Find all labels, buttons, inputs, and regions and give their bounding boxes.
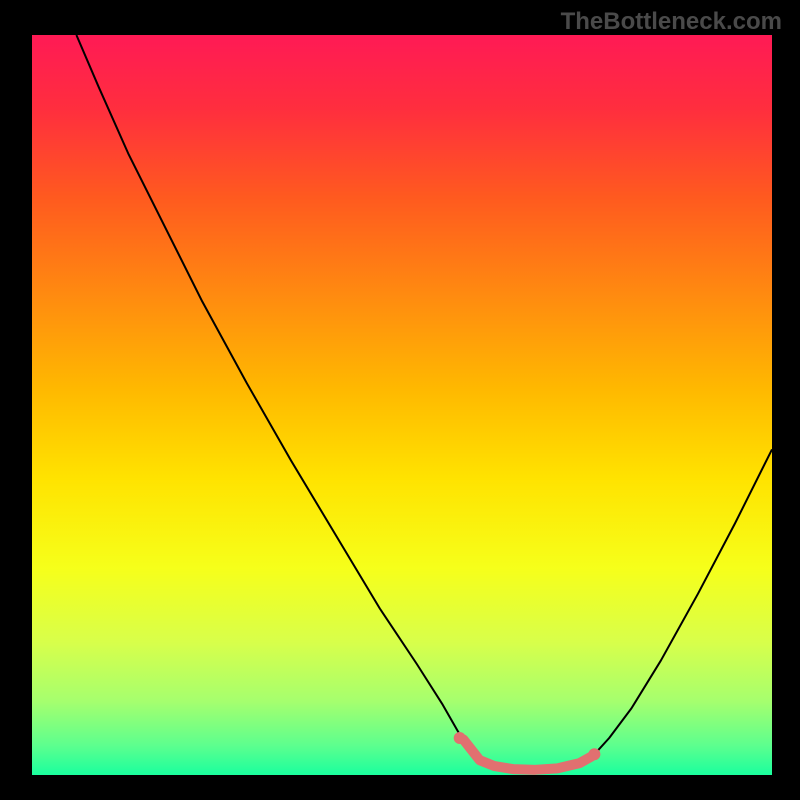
chart-canvas: TheBottleneck.com xyxy=(0,0,800,800)
highlight-dot xyxy=(588,748,600,760)
plot-background xyxy=(32,35,772,775)
plot-area xyxy=(32,35,772,775)
highlight-dot xyxy=(454,732,466,744)
watermark-text: TheBottleneck.com xyxy=(561,8,782,36)
plot-svg xyxy=(32,35,772,775)
